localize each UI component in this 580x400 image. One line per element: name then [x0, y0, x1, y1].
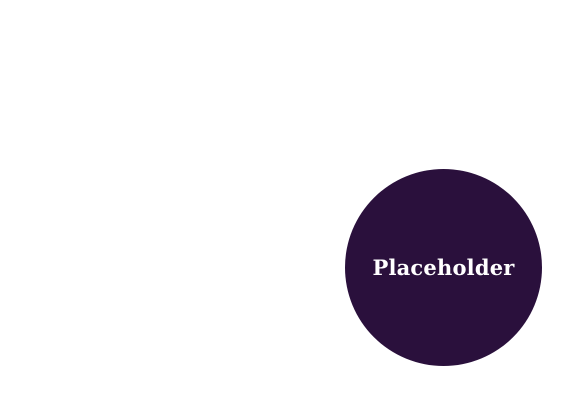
placeholder-label: Placeholder [372, 255, 515, 280]
placeholder-circle: Placeholder [345, 169, 542, 366]
